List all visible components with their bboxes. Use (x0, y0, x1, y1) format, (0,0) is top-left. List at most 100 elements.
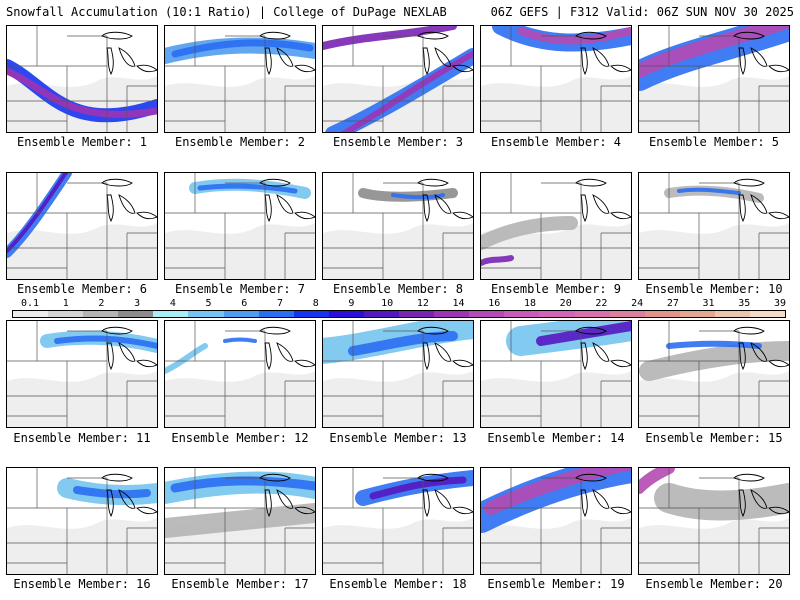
snowfall-band (369, 476, 467, 500)
snowfall-band (7, 67, 157, 118)
state-boundaries (323, 26, 473, 132)
colorbar-tick-label: 9 (348, 298, 355, 309)
trace-snow-area (639, 223, 789, 279)
snowfall-band (391, 193, 445, 200)
ensemble-member-map (638, 25, 790, 133)
snowfall-map-graphic (481, 173, 631, 279)
snowfall-band (165, 343, 208, 374)
ensemble-member-label: Ensemble Member: 3 (332, 135, 464, 149)
ensemble-member-label: Ensemble Member: 6 (16, 282, 148, 296)
trace-snow-area (481, 371, 631, 427)
colorbar-swatch (609, 311, 645, 317)
snowfall-map-graphic (639, 26, 789, 132)
ensemble-member-label: Ensemble Member: 8 (332, 282, 464, 296)
snowfall-map-graphic (639, 468, 789, 574)
colorbar-swatch (328, 311, 364, 317)
snowfall-band (654, 483, 789, 521)
colorbar-swatch (679, 311, 715, 317)
snowfall-band (73, 486, 151, 499)
snowfall-map-graphic (323, 321, 473, 427)
snowfall-map-graphic (323, 26, 473, 132)
state-boundaries (165, 26, 315, 132)
snowfall-band (639, 468, 675, 494)
ensemble-member-map (6, 25, 158, 133)
colorbar-swatch (293, 311, 329, 317)
colorbar-swatch (223, 311, 259, 317)
ensemble-member-label: Ensemble Member: 13 (329, 431, 467, 445)
ensemble-member-label: Ensemble Member: 1 (16, 135, 148, 149)
trace-snow-area (323, 371, 473, 427)
ensemble-member-map (164, 320, 316, 428)
state-boundaries (323, 468, 473, 574)
ensemble-member-map (322, 172, 474, 280)
snowfall-band (481, 216, 578, 250)
snowfall-map-graphic (165, 321, 315, 427)
colorbar-swatch (118, 311, 154, 317)
state-boundaries (7, 321, 157, 427)
colorbar-tick-label: 2 (98, 298, 105, 309)
ensemble-member-label: Ensemble Member: 10 (645, 282, 783, 296)
state-boundaries (323, 173, 473, 279)
colorbar-tick-label: 39 (773, 298, 787, 309)
trace-snow-area (639, 76, 789, 132)
trace-snow-area (7, 371, 157, 427)
colorbar-tick-label: 5 (205, 298, 212, 309)
state-boundaries (639, 321, 789, 427)
state-boundaries (7, 26, 157, 132)
snowfall-band (340, 51, 473, 132)
ensemble-member-map (164, 25, 316, 133)
ensemble-member-label: Ensemble Member: 15 (645, 431, 783, 445)
colorbar-swatch (153, 311, 189, 317)
colorbar-tick-label: 12 (416, 298, 429, 309)
ensemble-member-map (6, 467, 158, 575)
snowfall-band (223, 337, 257, 343)
ensemble-member-map (164, 172, 316, 280)
colorbar-swatch (574, 311, 610, 317)
state-boundaries (323, 321, 473, 427)
model-run-info: 06Z GEFS | F312 Valid: 06Z SUN NOV 30 20… (490, 5, 794, 19)
trace-snow-area (323, 223, 473, 279)
colorbar-swatch (258, 311, 294, 317)
state-boundaries (639, 468, 789, 574)
state-boundaries (481, 173, 631, 279)
colorbar-tick-label: 22 (595, 298, 608, 309)
state-boundaries (7, 173, 157, 279)
map-title: Snowfall Accumulation (10:1 Ratio) | Col… (6, 5, 447, 19)
snowfall-band (348, 331, 458, 356)
state-boundaries (165, 173, 315, 279)
colorbar-swatch (714, 311, 750, 317)
colorbar-swatch (504, 311, 540, 317)
ensemble-member-label: Ensemble Member: 2 (174, 135, 306, 149)
colorbar-swatch (399, 311, 435, 317)
state-boundaries (639, 173, 789, 279)
ensemble-member-map (480, 25, 632, 133)
ensemble-member-map (480, 320, 632, 428)
snowfall-map-graphic (639, 173, 789, 279)
ensemble-member-label: Ensemble Member: 7 (174, 282, 306, 296)
trace-snow-area (323, 518, 473, 574)
colorbar-tick-label: 10 (381, 298, 394, 309)
colorbar-swatch (13, 311, 49, 317)
ensemble-member-map (480, 467, 632, 575)
ensemble-member-label: Ensemble Member: 14 (487, 431, 625, 445)
snowfall-band (666, 340, 762, 349)
colorbar-swatch (644, 311, 680, 317)
snowfall-band (639, 341, 789, 381)
colorbar-tick-label: 4 (169, 298, 176, 309)
trace-snow-area (165, 223, 315, 279)
colorbar-tick-label: 31 (702, 298, 715, 309)
snowfall-band (481, 255, 514, 266)
ensemble-member-map (322, 25, 474, 133)
ensemble-member-map (6, 320, 158, 428)
state-boundaries (165, 468, 315, 574)
snowfall-map-graphic (323, 468, 473, 574)
snowfall-band (165, 503, 315, 538)
snowfall-band (677, 187, 741, 195)
snowfall-map-graphic (165, 26, 315, 132)
ensemble-member-label: Ensemble Member: 16 (13, 577, 151, 591)
trace-snow-area (7, 518, 157, 574)
trace-snow-area (165, 76, 315, 132)
colorbar-tick-label: 0.1 (20, 298, 40, 309)
colorbar-tick-label: 27 (666, 298, 679, 309)
snowfall-band (517, 27, 631, 45)
